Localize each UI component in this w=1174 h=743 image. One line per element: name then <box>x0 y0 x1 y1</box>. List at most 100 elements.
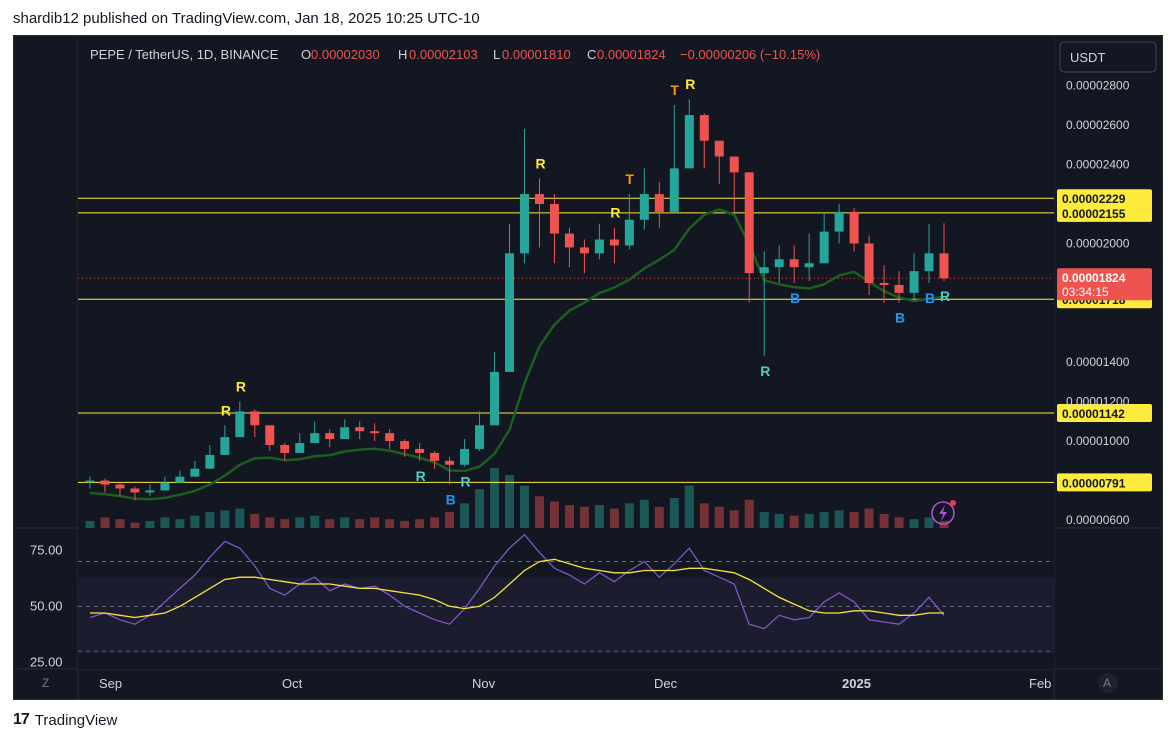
candle-body <box>385 433 395 442</box>
volume-bar <box>370 517 380 528</box>
candle-body <box>894 284 904 293</box>
signal-label: R <box>461 474 471 490</box>
rsi-pane[interactable] <box>78 528 1054 669</box>
price-tick: 0.00002800 <box>1066 78 1130 92</box>
candle-body <box>475 425 485 449</box>
price-axis[interactable]: 0.00002800 0.00002600 0.00002400 0.00002000… <box>1066 78 1130 527</box>
z-button[interactable]: Z <box>42 676 49 690</box>
price-tick: 0.00001200 <box>1066 395 1130 409</box>
volume-bar <box>355 519 365 528</box>
candle-body <box>519 194 529 254</box>
volume-bar <box>594 505 604 528</box>
auto-scale-button-bg[interactable] <box>1098 673 1118 693</box>
rsi-tick: 75.00 <box>30 542 63 557</box>
volume-bar <box>280 519 290 528</box>
currency-button[interactable] <box>1059 41 1157 73</box>
candle-body <box>325 433 335 440</box>
candle-body <box>684 115 694 169</box>
rsi-axis: 75.00 50.00 25.00 <box>30 542 63 669</box>
candle-body <box>340 427 350 440</box>
symbol-name[interactable]: PEPE / TetherUS, 1D, BINANCE <box>90 47 279 62</box>
time-tick: Sep <box>99 676 122 691</box>
publish-info: shardib12 published on TradingView.com, … <box>13 10 480 27</box>
volume-bar <box>385 519 395 528</box>
volume-bar <box>250 513 260 528</box>
signal-label: B <box>895 310 905 326</box>
currency-label: USDT <box>1070 50 1105 65</box>
price-tick: 0.00001400 <box>1066 355 1130 369</box>
volume-bar <box>579 506 589 528</box>
candle-body <box>460 448 470 465</box>
volume-bar <box>654 506 664 528</box>
candle-body <box>879 282 889 285</box>
high-label: H <box>398 47 407 62</box>
candle-body <box>145 490 155 493</box>
candle-body <box>804 263 814 268</box>
price-tick: 0.00002600 <box>1066 118 1130 132</box>
volume-bar <box>609 508 619 528</box>
chart-svg[interactable]: 0.000022290.000021550.000017180.00001142… <box>14 36 1162 699</box>
close-value: 0.00001824 <box>597 47 666 62</box>
candle-body <box>924 253 934 272</box>
volume-bar <box>759 512 769 528</box>
candle-body <box>789 259 799 268</box>
tradingview-branding[interactable]: 17 TradingView <box>13 711 117 729</box>
candle-body <box>639 194 649 220</box>
volume-bar <box>924 517 934 528</box>
signal-label: T <box>670 82 679 98</box>
auto-scale-button[interactable]: A <box>1103 676 1111 690</box>
tradingview-logo-icon: 17 <box>13 711 30 728</box>
volume-bar <box>669 498 679 528</box>
volume-bar <box>295 517 305 528</box>
signal-label: T <box>625 171 634 187</box>
candle-body <box>939 253 949 279</box>
level-tag <box>1057 203 1152 222</box>
candle-body <box>175 476 185 483</box>
volume-bar <box>85 520 95 528</box>
rsi-band-fill <box>78 578 1054 653</box>
candle-body <box>400 441 410 449</box>
candle-body <box>160 482 170 491</box>
candle-body <box>505 253 515 372</box>
level-tag <box>1057 189 1152 208</box>
volume-bar <box>400 520 410 528</box>
candle-body <box>130 488 140 493</box>
candle-body <box>579 247 589 254</box>
candle-body <box>834 211 844 232</box>
chart-frame[interactable]: 0.000022290.000021550.000017180.00001142… <box>13 35 1163 700</box>
candle-body <box>280 445 290 453</box>
lightning-icon[interactable] <box>931 500 956 525</box>
signal-label: B <box>790 290 800 306</box>
volume-bar <box>175 519 185 528</box>
time-tick: 2025 <box>842 676 871 691</box>
volume-bar <box>534 496 544 528</box>
rsi-layer <box>78 533 1054 652</box>
candle-body <box>534 194 544 204</box>
volume-bar <box>235 508 245 528</box>
candle-body <box>115 484 125 489</box>
level-tag <box>1057 473 1152 492</box>
countdown-label: 03:34:15 <box>1062 285 1109 299</box>
level-label: 0.00002155 <box>1062 207 1126 221</box>
candle-body <box>310 433 320 444</box>
open-value: 0.00002030 <box>311 47 380 62</box>
candle-body <box>265 425 275 446</box>
candle-body <box>699 115 709 141</box>
volume-bar <box>100 517 110 528</box>
candle-body <box>415 448 425 453</box>
signal-label: R <box>610 205 620 221</box>
tradingview-brand: TradingView <box>34 711 118 729</box>
time-tick: Dec <box>654 676 678 691</box>
candle-body <box>654 194 664 212</box>
time-axis[interactable]: Sep Oct Nov Dec 2025 Feb <box>99 676 1051 691</box>
trend-line <box>89 208 945 501</box>
volume-bar <box>115 519 125 528</box>
signal-label: R <box>416 468 426 484</box>
volume-bar <box>819 512 829 528</box>
price-tick: 0.00002000 <box>1066 236 1130 250</box>
high-value: 0.00002103 <box>409 47 478 62</box>
price-pane[interactable] <box>78 36 1054 528</box>
candle-body <box>774 259 784 268</box>
volume-bar <box>684 485 694 528</box>
volume-bar <box>639 499 649 528</box>
